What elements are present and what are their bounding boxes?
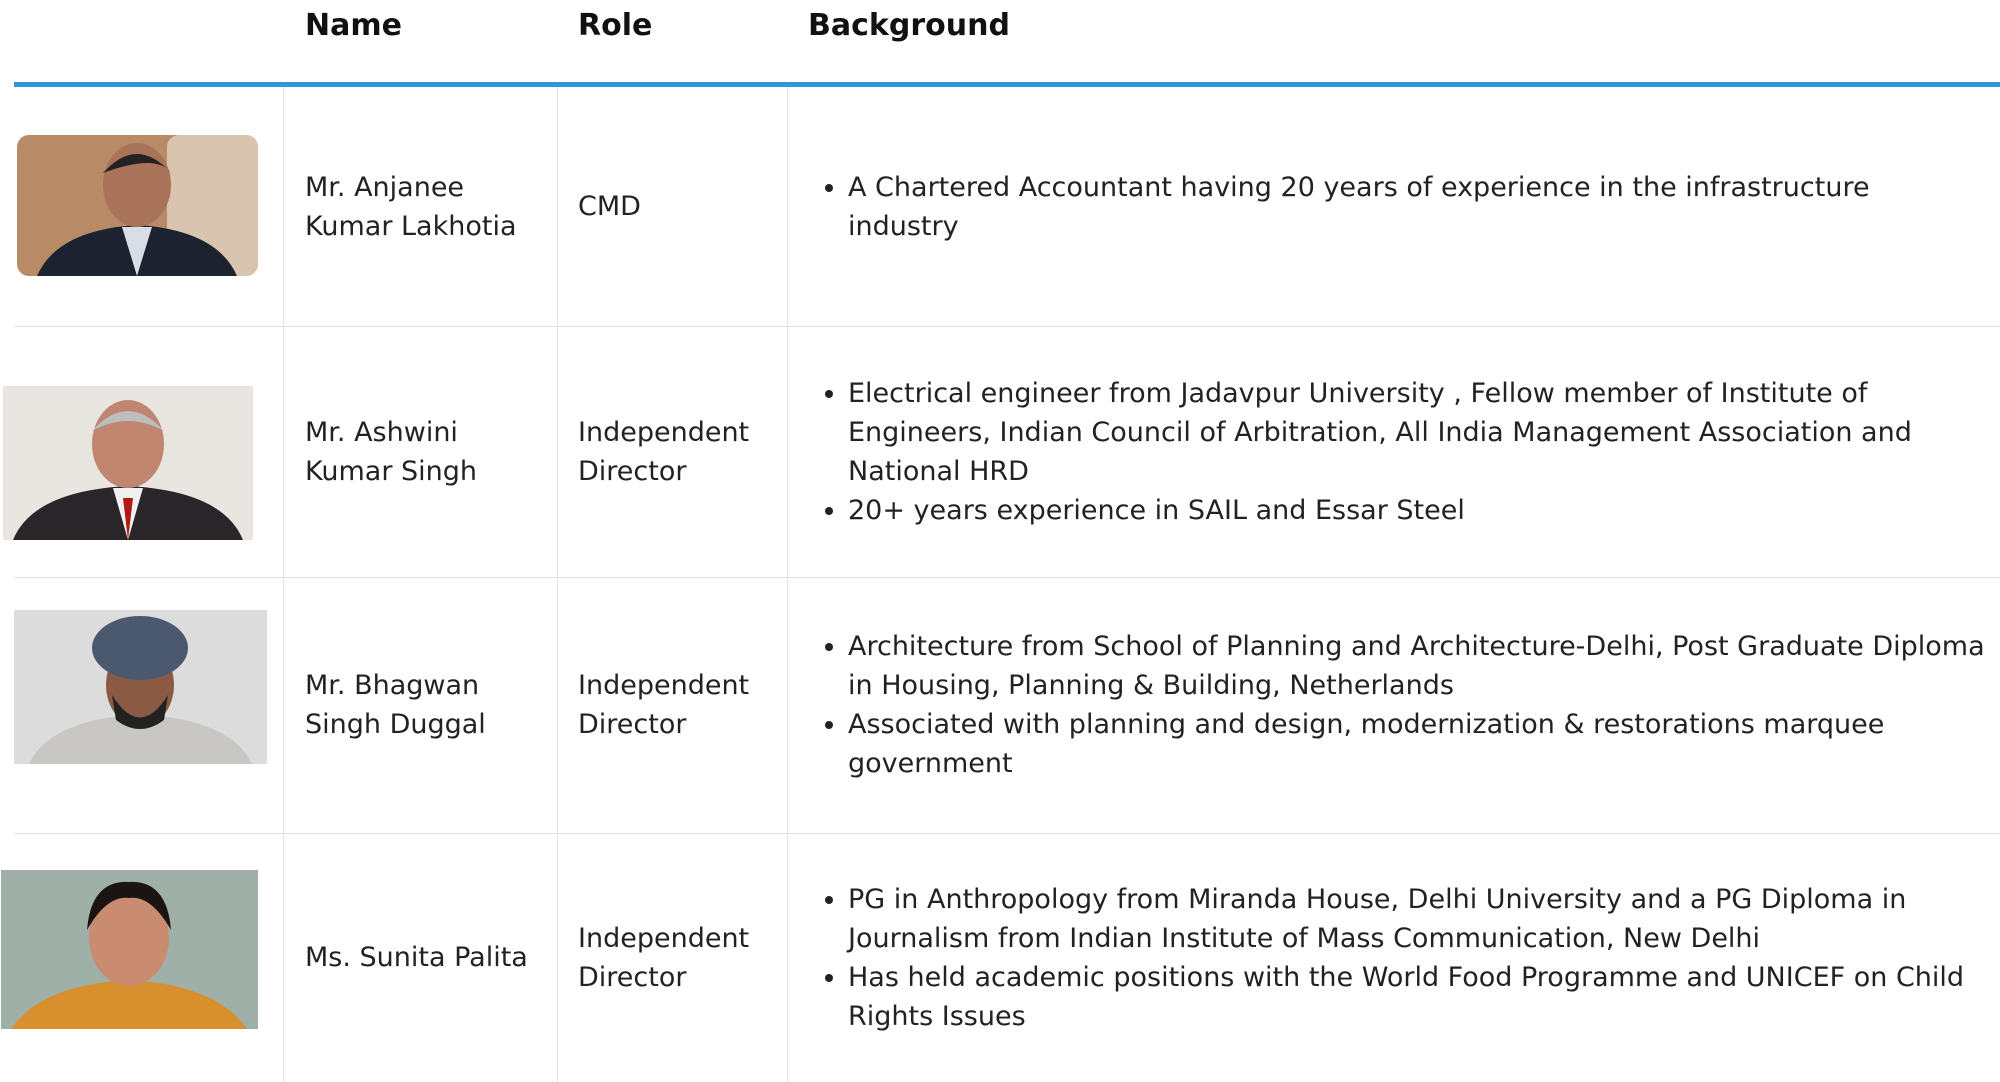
name: Mr. Anjanee Kumar Lakhotia	[305, 171, 517, 242]
role: CMD	[578, 191, 641, 222]
name: Mr. Bhagwan Singh Duggal	[305, 670, 486, 740]
bullet: Has held academic positions with the Wor…	[848, 958, 1987, 1036]
photo	[3, 386, 253, 540]
column-divider	[787, 87, 788, 1082]
column-divider	[557, 87, 558, 1082]
background: PG in Anthropology from Miranda House, D…	[787, 833, 1987, 1082]
header-name: Name	[305, 7, 402, 43]
row-divider	[14, 577, 2000, 578]
bullet: Electrical engineer from Jadavpur Univer…	[848, 374, 1987, 491]
bullet: 20+ years experience in SAIL and Essar S…	[848, 491, 1987, 530]
header-background: Background	[808, 7, 1010, 43]
photo	[17, 135, 258, 276]
background: A Chartered Accountant having 20 years o…	[787, 87, 1987, 326]
bullet: PG in Anthropology from Miranda House, D…	[848, 880, 1987, 958]
bullet: Associated with planning and design, mod…	[848, 705, 1987, 783]
role: Independent Director	[578, 416, 750, 487]
name: Ms. Sunita Palita	[305, 942, 528, 973]
row-divider	[14, 326, 2000, 327]
header-rule	[14, 82, 2000, 87]
background: Architecture from School of Planning and…	[787, 577, 1987, 833]
photo	[1, 870, 258, 1029]
role: Independent Director	[578, 670, 750, 740]
photo	[14, 610, 267, 764]
column-divider	[283, 87, 284, 1082]
row-divider	[14, 833, 2000, 834]
background: Electrical engineer from Jadavpur Univer…	[787, 326, 1987, 577]
bullet: Architecture from School of Planning and…	[848, 627, 1987, 705]
bullet: A Chartered Accountant having 20 years o…	[848, 168, 1987, 246]
header-role: Role	[578, 7, 653, 43]
role: Independent Director	[578, 922, 750, 993]
name: Mr. Ashwini Kumar Singh	[305, 416, 478, 487]
